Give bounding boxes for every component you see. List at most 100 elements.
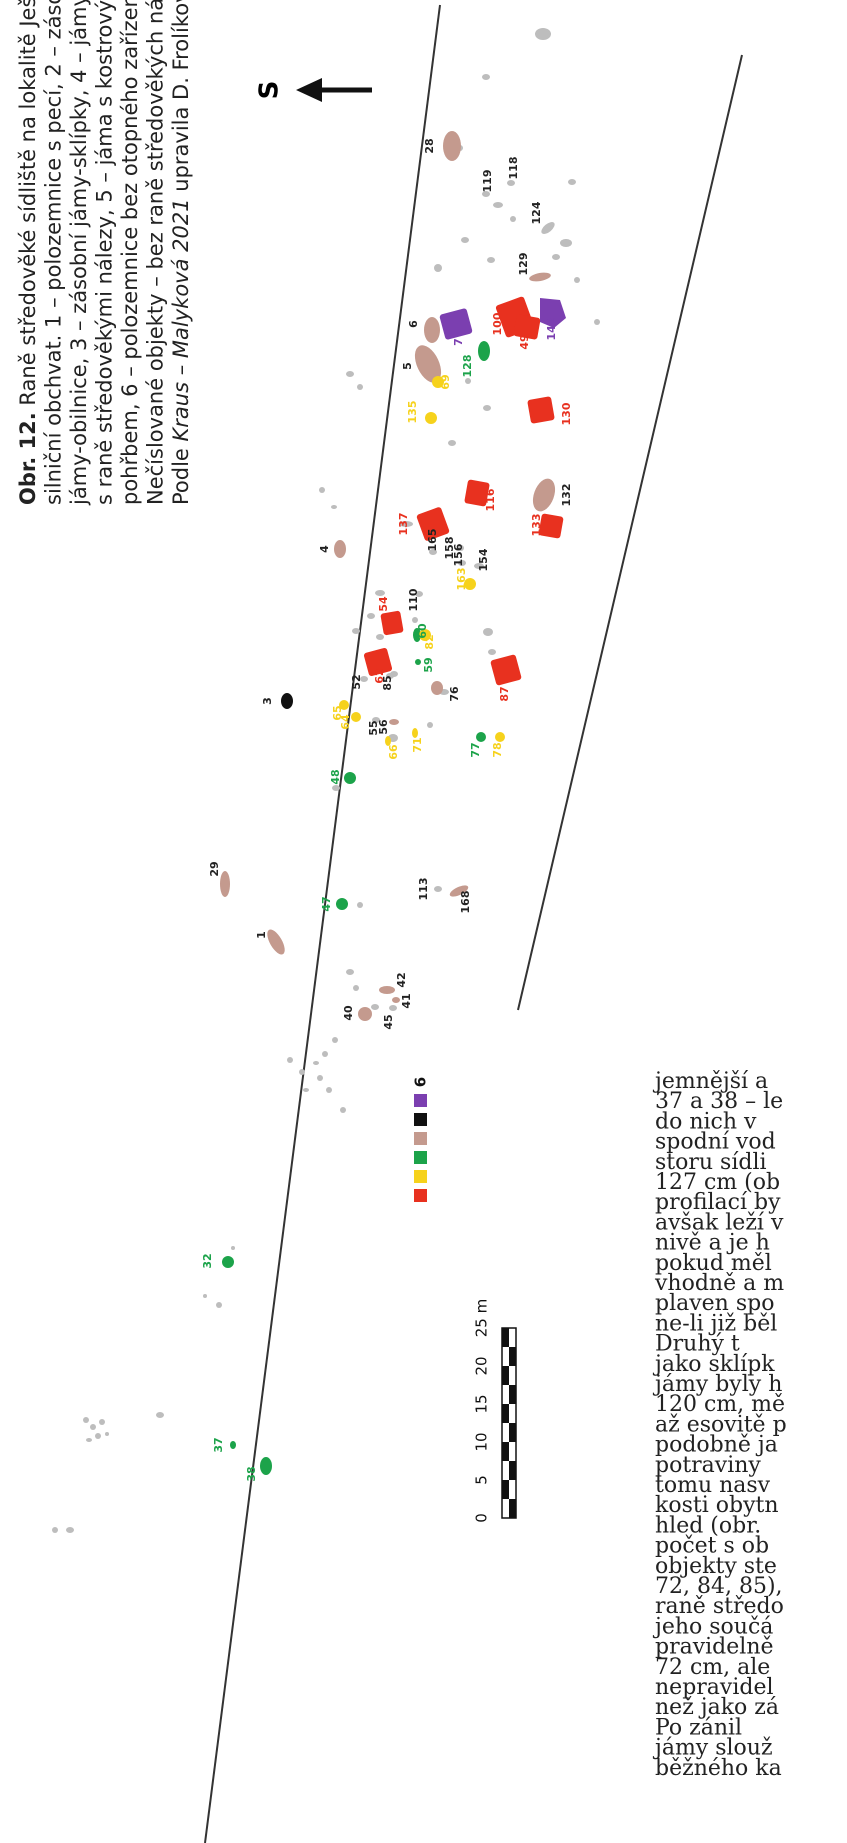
feature-shapes <box>220 131 566 1475</box>
feature-label-3: 3 <box>261 697 274 705</box>
feature-label-56: 56 <box>377 719 390 735</box>
feature-29-shape <box>220 871 230 897</box>
feature-label-47: 47 <box>320 896 333 911</box>
body-text-line: pokud měl <box>655 1251 772 1276</box>
feature-label-154: 154 <box>477 548 490 571</box>
body-text-line: vhodně a m <box>654 1271 784 1296</box>
caption-text: upravila D. Frolíková. <box>169 0 193 198</box>
scale-tick-label: 25 m <box>473 1299 491 1337</box>
figure-caption: Obr. 12. Raně středověké sídliště na lok… <box>16 0 193 506</box>
legend-swatch-4 <box>414 1132 427 1145</box>
scale-tick-label: 20 <box>473 1356 491 1375</box>
corridor-edge-right <box>517 54 743 1011</box>
body-text-line: 127 cm (ob <box>655 1170 780 1195</box>
feature-5-shape <box>414 345 442 383</box>
feature-label-64: 64 <box>339 714 352 730</box>
caption-citation: Kraus – Malyková 2021 <box>169 198 193 441</box>
feature-label-133: 133 <box>530 514 543 537</box>
feature-62-shape <box>363 647 393 677</box>
legend: 123456 <box>412 1077 430 1202</box>
body-text-line: tomu nasv <box>655 1473 771 1498</box>
feature-label-45: 45 <box>382 1014 395 1029</box>
feature-137-shape <box>416 507 450 541</box>
feature-1-shape <box>267 929 285 955</box>
feature-label-42: 42 <box>395 972 408 987</box>
feature-label-52: 52 <box>350 674 363 689</box>
feature-65-shape <box>339 700 349 710</box>
feature-78-shape <box>495 732 505 742</box>
caption-line: pohřbem, 6 – polozemnice bez otopného za… <box>118 0 142 505</box>
feature-163-shape <box>464 578 476 590</box>
feature-label-156: 156 <box>452 543 465 566</box>
feature-label-4: 4 <box>318 545 331 553</box>
caption-line: s raně středověkými nálezy, 5 – jáma s k… <box>93 0 117 505</box>
feature-124-shape <box>541 222 555 234</box>
body-text-line: raně středo <box>655 1594 784 1619</box>
corridor-edge-left <box>204 4 441 1843</box>
feature-40-shape <box>358 1007 372 1021</box>
feature-label-124: 124 <box>530 201 543 224</box>
feature-87-shape <box>490 654 522 686</box>
body-text-line: objekty ste <box>655 1554 777 1579</box>
north-label: S <box>255 81 285 100</box>
body-text-line: pravidelně <box>655 1635 774 1660</box>
feature-45-shape <box>389 1005 397 1011</box>
legend-swatch-1 <box>414 1189 427 1202</box>
feature-119-shape <box>482 191 490 197</box>
feature-label-118: 118 <box>507 157 520 180</box>
body-text-line: 72 cm, ale <box>655 1655 770 1680</box>
feature-label-132: 132 <box>560 484 573 507</box>
feature-label-54: 54 <box>377 596 390 612</box>
feature-69-shape <box>432 376 444 388</box>
feature-label-158: 158 <box>443 537 456 560</box>
feature-54-shape <box>380 610 404 636</box>
body-text-line: ne-li již běl <box>655 1311 777 1336</box>
feature-168-shape <box>449 885 469 897</box>
scale-tick-label: 15 <box>473 1394 491 1413</box>
feature-label-55: 55 <box>367 720 380 735</box>
body-text-line: avšak leží v <box>655 1210 784 1235</box>
feature-133-shape <box>538 513 564 539</box>
caption-line: jámy-obilnice, 3 – zásobní jámy-sklípky,… <box>67 0 91 506</box>
feature-label-48: 48 <box>329 769 342 784</box>
legend-swatch-6 <box>414 1094 427 1107</box>
feature-130-shape <box>527 396 555 424</box>
feature-label-40: 40 <box>342 1005 355 1021</box>
body-text-line: podobně ja <box>655 1433 778 1458</box>
site-map: S <box>52 4 743 1843</box>
legend-swatch-5 <box>414 1113 427 1126</box>
caption-line: Podle Kraus – Malyková 2021 upravila D. … <box>169 0 193 505</box>
feature-label-7: 7 <box>452 338 465 346</box>
caption-text: Podle <box>169 441 193 505</box>
feature-label-65: 65 <box>331 705 344 720</box>
feature-label-135: 135 <box>406 401 419 424</box>
feature-128-shape <box>478 341 490 361</box>
feature-label-119: 119 <box>481 170 494 193</box>
body-text-line: 37 a 38 – le <box>655 1089 783 1114</box>
feature-59-shape <box>415 659 421 665</box>
feature-label-37: 37 <box>212 1437 225 1452</box>
feature-56-shape <box>389 719 399 725</box>
feature-label-163: 163 <box>455 568 468 591</box>
legend-label-6: 6 <box>412 1077 430 1087</box>
body-text-line: jeho součá <box>652 1614 773 1639</box>
feature-76-shape <box>431 681 443 695</box>
feature-label-77: 77 <box>469 742 482 757</box>
feature-label-142: 142 <box>545 318 558 341</box>
body-text-line: běžného ka <box>655 1756 782 1781</box>
feature-48-shape <box>344 772 356 784</box>
body-text-line: jemnější a <box>652 1069 768 1094</box>
body-text-line: storu sídli <box>655 1150 767 1175</box>
scale-tick-label: 5 <box>473 1475 491 1485</box>
caption-line: silniční obchvat. 1 – polozemnice s pecí… <box>42 0 66 505</box>
feature-156-shape <box>458 560 466 566</box>
feature-label-116: 116 <box>484 488 497 511</box>
feature-41-shape <box>392 997 400 1003</box>
feature-52-shape <box>360 676 368 682</box>
body-text-line: hled (obr. <box>655 1513 761 1538</box>
feature-77-shape <box>476 732 486 742</box>
caption-text: Raně středověké sídliště na lokalitě Ješ… <box>16 0 40 412</box>
feature-64-shape <box>351 712 361 722</box>
